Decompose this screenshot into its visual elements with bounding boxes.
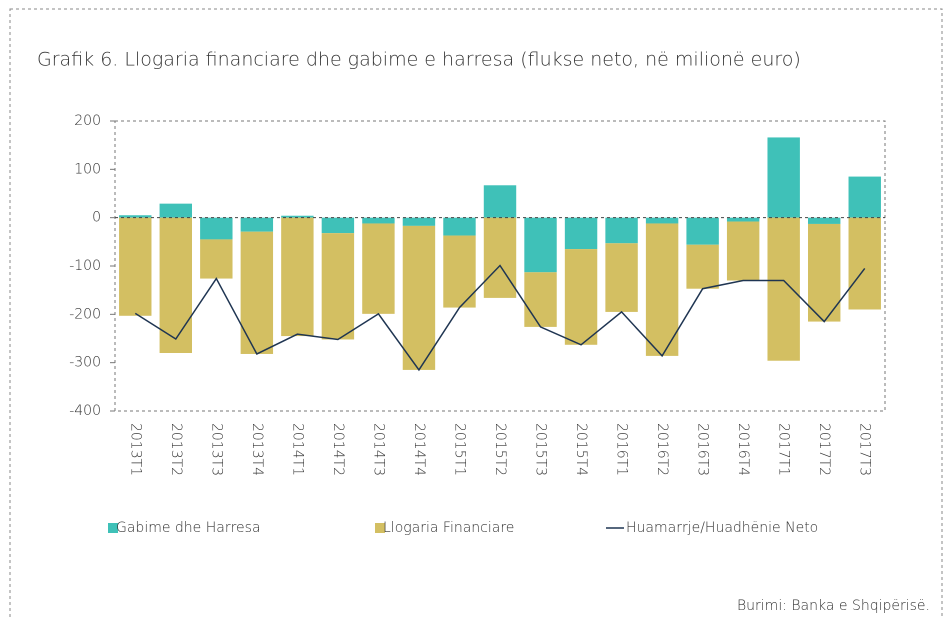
bar bbox=[200, 217, 233, 240]
source: Burimi: Banka e Shqipërisë. bbox=[737, 598, 930, 614]
bar bbox=[564, 217, 598, 250]
bar bbox=[808, 223, 841, 322]
bar bbox=[240, 231, 274, 354]
bar bbox=[848, 217, 881, 310]
x-tick-label: 2013T2 bbox=[168, 423, 184, 476]
bar bbox=[362, 223, 395, 314]
legend-swatch bbox=[375, 523, 385, 533]
bar bbox=[726, 221, 760, 281]
bar bbox=[767, 217, 800, 361]
x-tick-label: 2014T4 bbox=[411, 423, 427, 476]
x-tick-label: 2016T4 bbox=[735, 423, 751, 476]
x-tick-label: 2016T3 bbox=[695, 423, 711, 476]
y-tick-label: -200 bbox=[69, 306, 101, 322]
bar bbox=[726, 217, 760, 222]
frame bbox=[9, 8, 943, 617]
x-tick-label: 2013T1 bbox=[127, 423, 143, 476]
bar bbox=[808, 217, 841, 224]
bar bbox=[402, 217, 436, 226]
bar bbox=[605, 243, 638, 312]
bar bbox=[848, 176, 881, 218]
bar bbox=[119, 215, 152, 218]
bar bbox=[281, 215, 314, 218]
x-tick-label: 2013T4 bbox=[249, 423, 265, 476]
y-tick-label: 200 bbox=[74, 113, 101, 129]
bar bbox=[645, 217, 679, 224]
bar bbox=[240, 217, 274, 232]
bar bbox=[321, 217, 355, 234]
bar bbox=[159, 217, 192, 353]
x-tick-label: 2014T3 bbox=[370, 423, 386, 476]
bar bbox=[281, 217, 314, 337]
x-tick-label: 2013T3 bbox=[208, 423, 224, 476]
line bbox=[134, 264, 866, 372]
x-tick-label: 2017T2 bbox=[816, 423, 832, 476]
bar bbox=[524, 217, 557, 273]
x-tick-label: 2017T3 bbox=[857, 423, 873, 476]
bar bbox=[402, 225, 436, 370]
x-tick-label: 2016T2 bbox=[654, 423, 670, 476]
x-tick-label: 2015T4 bbox=[573, 423, 589, 476]
x-tick-label: 2015T1 bbox=[451, 423, 467, 476]
bar bbox=[483, 217, 517, 298]
x-tick-label: 2015T2 bbox=[492, 423, 508, 476]
y-tick-label: 0 bbox=[92, 210, 101, 226]
y-tick-label: -300 bbox=[69, 355, 101, 371]
bar bbox=[443, 217, 476, 236]
bar bbox=[605, 217, 638, 244]
bar bbox=[321, 233, 355, 340]
x-tick-label: 2014T2 bbox=[330, 423, 346, 476]
bar bbox=[645, 223, 679, 356]
legend-label: Llogaria Financiare bbox=[383, 520, 514, 536]
bar bbox=[767, 137, 800, 218]
bar bbox=[686, 244, 719, 289]
x-tick-label: 2017T1 bbox=[776, 423, 792, 476]
y-tick-label: -400 bbox=[69, 403, 101, 419]
legend-label: Gabime dhe Harresa bbox=[116, 520, 261, 536]
legend-label: Huamarrje/Huadhënie Neto bbox=[626, 520, 818, 536]
bar bbox=[564, 249, 598, 345]
bar bbox=[524, 272, 557, 327]
y-tick-label: 100 bbox=[74, 161, 101, 177]
x-tick-label: 2014T1 bbox=[289, 423, 305, 476]
bar bbox=[119, 217, 152, 316]
bar bbox=[483, 185, 517, 218]
bar bbox=[200, 239, 233, 279]
bar bbox=[159, 203, 192, 218]
chart-title: Grafik 6. Llogaria financiare dhe gabime… bbox=[37, 49, 801, 71]
legend-swatch bbox=[108, 523, 118, 533]
bar bbox=[686, 217, 719, 245]
y-tick-label: -100 bbox=[69, 258, 101, 274]
x-tick-label: 2016T1 bbox=[614, 423, 630, 476]
x-tick-label: 2015T3 bbox=[533, 423, 549, 476]
bar bbox=[362, 217, 395, 224]
